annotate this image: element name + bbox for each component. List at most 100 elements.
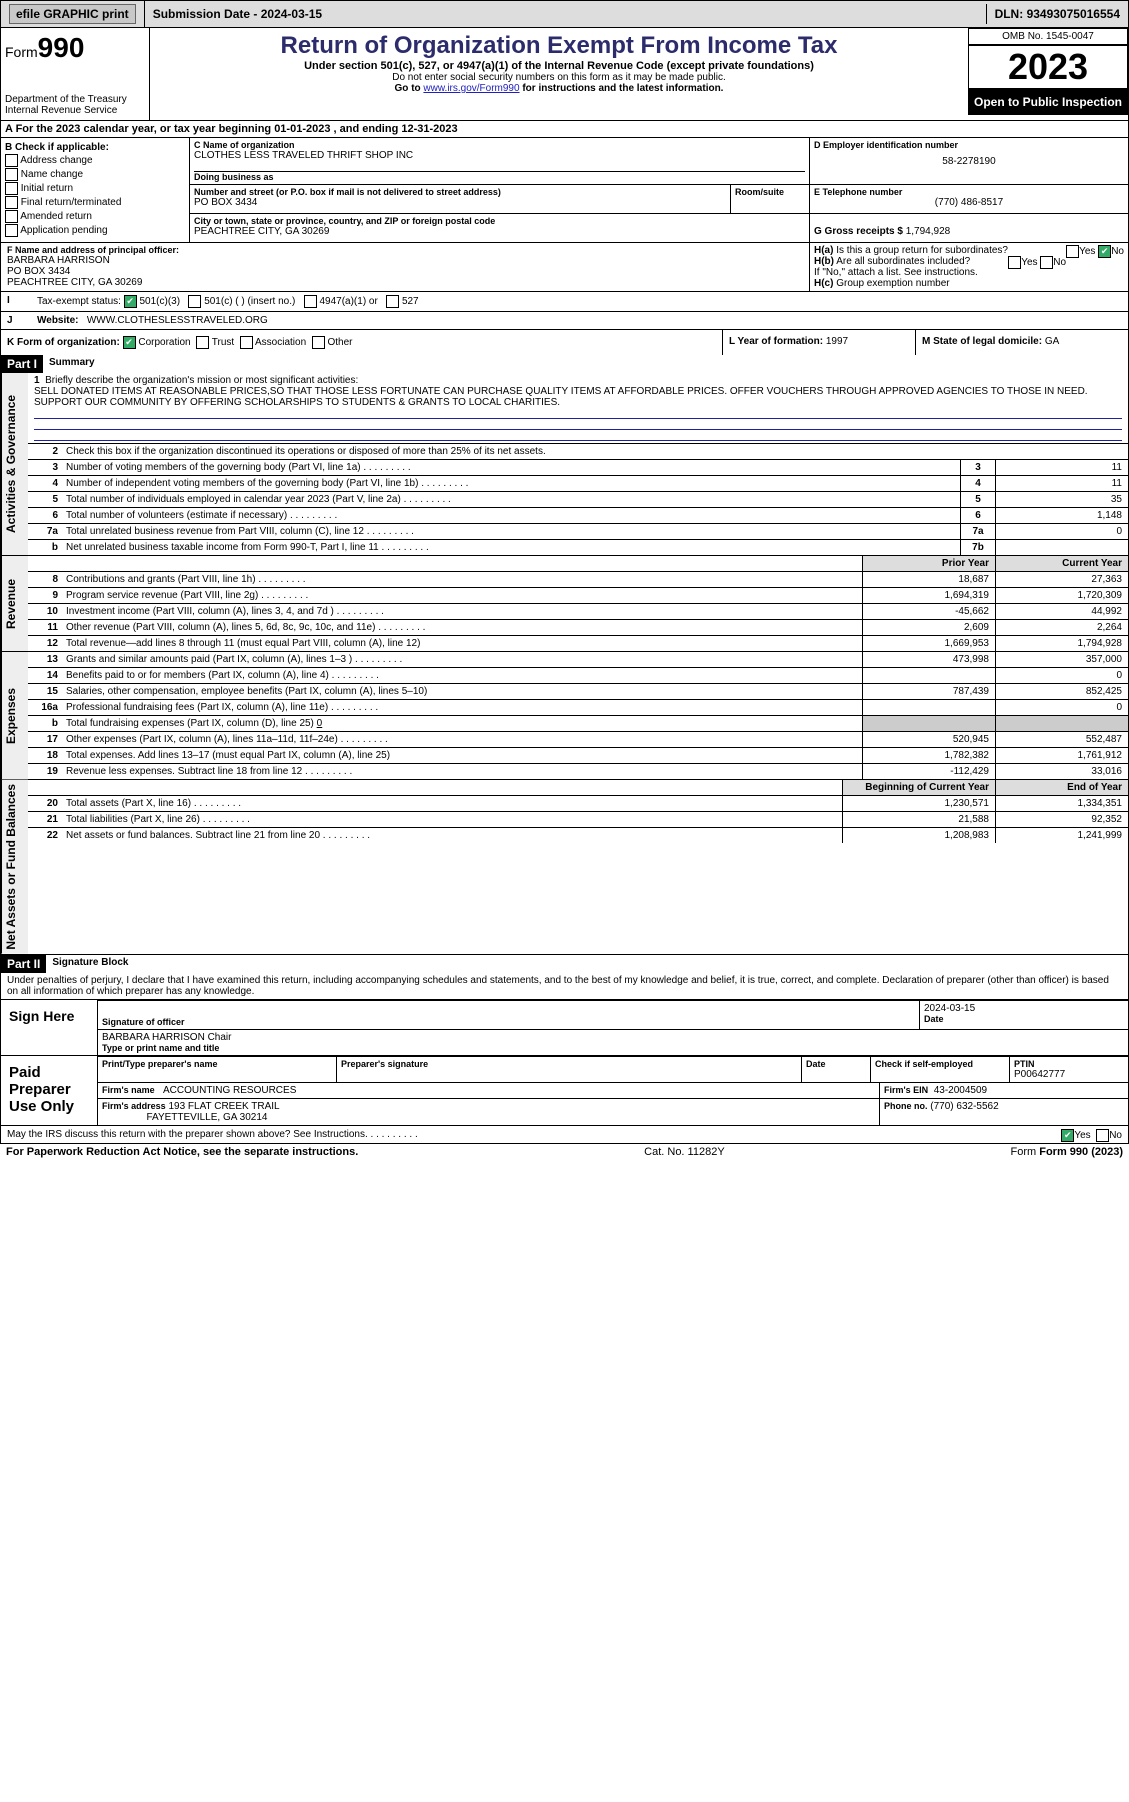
line-15: Salaries, other compensation, employee b…: [62, 684, 862, 699]
p17: 520,945: [862, 732, 995, 747]
val-4: 11: [995, 476, 1128, 491]
part1-bar: Part I: [1, 355, 43, 373]
irs-label: Internal Revenue Service: [5, 105, 145, 116]
open-inspection: Open to Public Inspection: [968, 89, 1128, 115]
chk-527[interactable]: [386, 295, 399, 308]
p9: 1,694,319: [862, 588, 995, 603]
c14: 0: [995, 668, 1128, 683]
chk-trust[interactable]: [196, 336, 209, 349]
f-label: F Name and address of principal officer:: [7, 245, 803, 255]
c9: 1,720,309: [995, 588, 1128, 603]
e20: 1,334,351: [995, 796, 1128, 811]
e-label: E Telephone number: [814, 187, 1124, 197]
firm-city: FAYETTEVILLE, GA 30214: [146, 1112, 267, 1123]
officer-name: BARBARA HARRISON: [7, 255, 803, 266]
row-a: A For the 2023 calendar year, or tax yea…: [1, 120, 1128, 137]
part2-bar: Part II: [1, 955, 46, 973]
discuss-yes: Yes: [1074, 1130, 1090, 1141]
c18: 1,761,912: [995, 748, 1128, 763]
val-6: 1,148: [995, 508, 1128, 523]
mission-text: SELL DONATED ITEMS AT REASONABLE PRICES,…: [34, 386, 1088, 408]
chk-discuss-yes[interactable]: [1061, 1129, 1074, 1142]
p12: 1,669,953: [862, 636, 995, 651]
title-row: Form990 Department of the Treasury Inter…: [1, 28, 1128, 120]
officer-addr: PO BOX 3434: [7, 266, 803, 277]
hc-label: Group exemption number: [836, 278, 949, 289]
c19: 33,016: [995, 764, 1128, 779]
sig-officer-label: Signature of officer: [102, 1017, 915, 1027]
opt-501c3: 501(c)(3): [139, 296, 180, 307]
c11: 2,264: [995, 620, 1128, 635]
hb-no: No: [1053, 257, 1066, 268]
val-3: 11: [995, 460, 1128, 475]
vlabel-revenue: Revenue: [1, 556, 28, 651]
omb-number: OMB No. 1545-0047: [968, 28, 1128, 45]
sig-type-label: Type or print name and title: [102, 1043, 1124, 1053]
pt-date-label: Date: [806, 1059, 866, 1069]
chk-ha-no[interactable]: [1098, 245, 1111, 258]
top-header: efile GRAPHIC print Submission Date - 20…: [1, 1, 1128, 28]
chk-amended-return[interactable]: [5, 210, 18, 223]
discuss-no: No: [1109, 1130, 1122, 1141]
c10: 44,992: [995, 604, 1128, 619]
chk-final-return[interactable]: [5, 196, 18, 209]
chk-association[interactable]: [240, 336, 253, 349]
form990-link[interactable]: www.irs.gov/Form990: [423, 83, 519, 94]
k-label: K Form of organization:: [7, 337, 120, 348]
c16a: 0: [995, 700, 1128, 715]
dba-label: Doing business as: [194, 172, 805, 182]
b20: 1,230,571: [842, 796, 995, 811]
chk-501c3[interactable]: [124, 295, 137, 308]
c13: 357,000: [995, 652, 1128, 667]
line-18: Total expenses. Add lines 13–17 (must eq…: [62, 748, 862, 763]
line-6: Total number of volunteers (estimate if …: [62, 508, 960, 523]
chk-501c[interactable]: [188, 295, 201, 308]
paid-prep-label: Paid Preparer Use Only: [1, 1056, 98, 1125]
subtitle: Under section 501(c), 527, or 4947(a)(1)…: [158, 60, 960, 72]
form-number: 990: [38, 32, 85, 63]
val-7a: 0: [995, 524, 1128, 539]
col-current: Current Year: [995, 556, 1128, 571]
line-13: Grants and similar amounts paid (Part IX…: [62, 652, 862, 667]
chk-corporation[interactable]: [123, 336, 136, 349]
chk-initial-return[interactable]: [5, 182, 18, 195]
cat-no: Cat. No. 11282Y: [644, 1146, 725, 1158]
opt-501c: 501(c) ( ) (insert no.): [204, 296, 295, 307]
chk-other[interactable]: [312, 336, 325, 349]
chk-hb-yes[interactable]: [1008, 256, 1021, 269]
p11: 2,609: [862, 620, 995, 635]
efile-button[interactable]: efile GRAPHIC print: [9, 4, 136, 24]
line-4: Number of independent voting members of …: [62, 476, 960, 491]
opt-app-pending: Application pending: [20, 225, 107, 236]
mission-label: Briefly describe the organization's miss…: [45, 375, 358, 386]
sig-date: 2024-03-15: [924, 1003, 1124, 1014]
chk-discuss-no[interactable]: [1096, 1129, 1109, 1142]
b-label: B Check if applicable:: [5, 142, 185, 153]
line-16a: Professional fundraising fees (Part IX, …: [62, 700, 862, 715]
c-name-label: C Name of organization: [194, 140, 805, 150]
chk-address-change[interactable]: [5, 154, 18, 167]
ha-yes: Yes: [1079, 246, 1095, 257]
m-label: M State of legal domicile:: [922, 336, 1045, 347]
org-name: CLOTHES LESS TRAVELED THRIFT SHOP INC: [194, 150, 805, 161]
chk-ha-yes[interactable]: [1066, 245, 1079, 258]
footer-form: Form 990 (2023): [1039, 1146, 1123, 1158]
chk-app-pending[interactable]: [5, 224, 18, 237]
part1-title: Summary: [43, 355, 101, 373]
l-label: L Year of formation:: [729, 336, 826, 347]
col-beg: Beginning of Current Year: [842, 780, 995, 795]
opt-trust: Trust: [212, 337, 234, 348]
state-domicile: GA: [1045, 336, 1059, 347]
chk-4947[interactable]: [304, 295, 317, 308]
b21: 21,588: [842, 812, 995, 827]
form-label: Form: [5, 44, 38, 60]
room-label: Room/suite: [735, 187, 805, 197]
chk-name-change[interactable]: [5, 168, 18, 181]
p19: -112,429: [862, 764, 995, 779]
line-7a: Total unrelated business revenue from Pa…: [62, 524, 960, 539]
c8: 27,363: [995, 572, 1128, 587]
ein: 58-2278190: [814, 156, 1124, 167]
ha-no: No: [1111, 246, 1124, 257]
chk-hb-no[interactable]: [1040, 256, 1053, 269]
line-8: Contributions and grants (Part VIII, lin…: [62, 572, 862, 587]
